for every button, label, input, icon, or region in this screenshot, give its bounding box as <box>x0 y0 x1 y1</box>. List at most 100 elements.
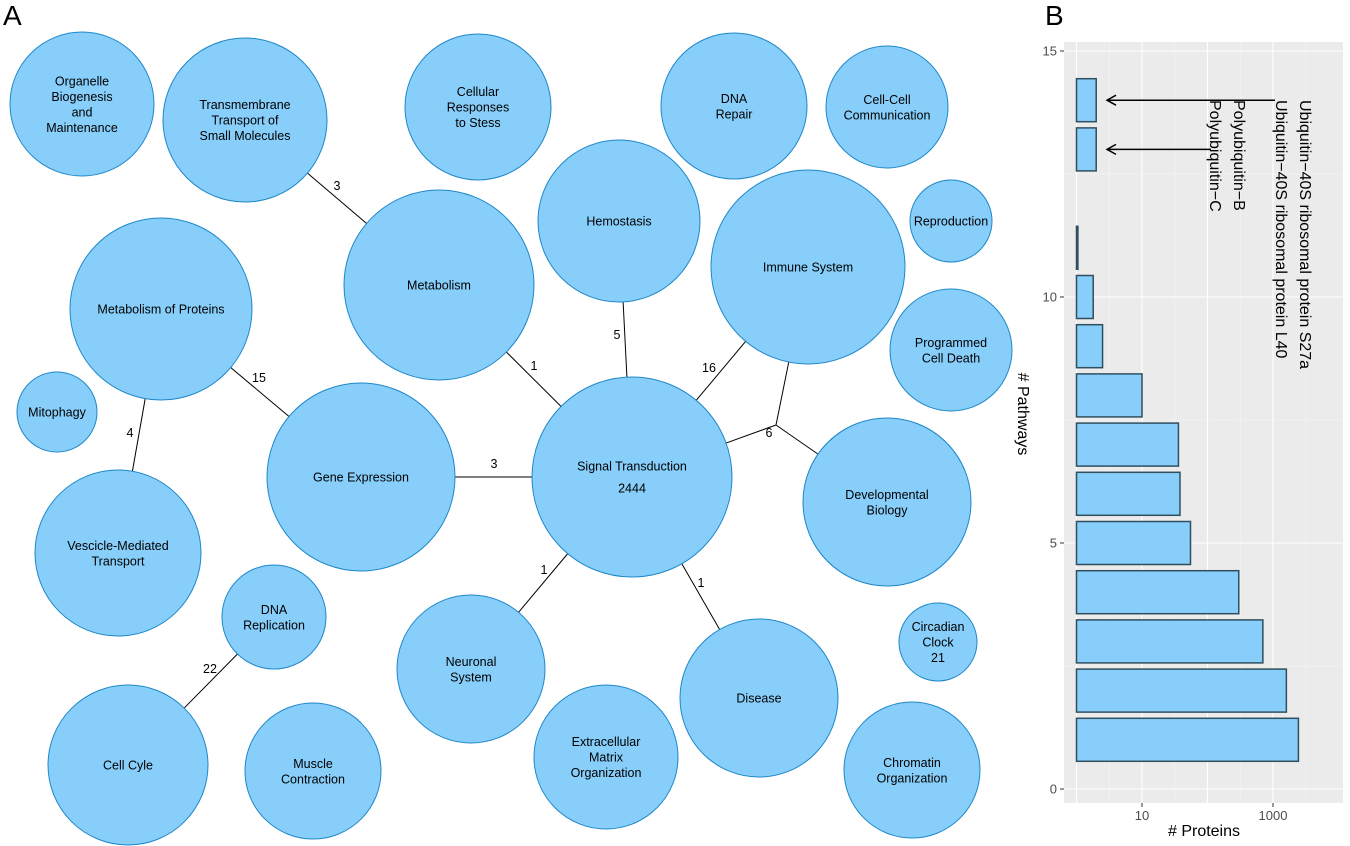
node-label: Immune System <box>763 261 853 275</box>
edge-label: 4 <box>127 426 134 440</box>
edge-label: 6 <box>766 426 773 440</box>
node-circle <box>802 417 972 587</box>
node-label: Biology <box>867 503 909 517</box>
edge-label: 16 <box>702 361 716 375</box>
node-label: Communication <box>844 108 931 122</box>
y-axis-title: # Pathways <box>1014 373 1031 456</box>
node-circle <box>16 371 98 453</box>
node-label: Hemostasis <box>586 215 651 229</box>
bar-annotation: Ubiquitin−40S ribosomal protein L40 <box>1272 100 1289 358</box>
node-label: Organization <box>571 766 642 780</box>
node-circle <box>660 32 808 180</box>
node-circle <box>9 31 155 177</box>
node-label: System <box>450 670 492 684</box>
node-label: Transport of <box>212 114 279 128</box>
network-edge <box>230 367 290 417</box>
node-circle <box>710 169 906 365</box>
node-label: Signal Transduction <box>577 460 687 474</box>
network-edge <box>183 653 238 709</box>
node-label: Clock <box>922 636 954 650</box>
node-label: 2444 <box>618 482 646 496</box>
node-label: to Stess <box>455 116 500 130</box>
node-circle <box>679 618 839 778</box>
node-label: Metabolism of Proteins <box>97 303 224 317</box>
bar <box>1075 323 1104 369</box>
pathway-node-mitophagy[interactable]: Mitophagy <box>16 371 98 453</box>
protein-count-bar-chart: Ubiquitin−40S ribosomal protein S27a Ubiq… <box>1014 42 1343 840</box>
bar <box>1075 373 1143 418</box>
node-label: Maintenance <box>46 121 118 135</box>
pathway-node-gene-expr[interactable]: Gene Expression <box>266 382 456 572</box>
pathway-node-met-proteins[interactable]: Metabolism of Proteins <box>69 217 253 401</box>
pathway-node-metabolism[interactable]: Metabolism <box>343 189 535 381</box>
node-circle <box>404 33 552 181</box>
node-circle <box>396 594 546 744</box>
arrow-head <box>1105 143 1117 156</box>
node-label: Vescicle-Mediated <box>67 539 168 553</box>
node-label: Metabolism <box>407 279 471 293</box>
node-label: 21 <box>931 651 945 665</box>
node-label: Transmembrane <box>199 98 290 112</box>
edge-label: 15 <box>252 371 266 385</box>
node-label: Gene Expression <box>313 471 409 485</box>
edge-label: 1 <box>698 576 705 590</box>
bar <box>1075 422 1180 467</box>
plot-axes: 0 5 10 15 10 1000 <box>1043 44 1288 824</box>
pathway-node-cell-cycle[interactable]: Cell Cyle <box>47 684 209 846</box>
node-label: Extracellular <box>572 735 641 749</box>
network-edge <box>131 398 146 472</box>
node-circle <box>47 684 209 846</box>
pathway-node-immune[interactable]: Immune System <box>710 169 906 365</box>
node-circle <box>889 288 1013 412</box>
y-tick-label: 10 <box>1043 290 1057 305</box>
node-label: DNA <box>261 603 288 617</box>
node-circle <box>531 376 733 578</box>
node-label: Cell Death <box>922 351 980 365</box>
node-circle <box>898 602 978 682</box>
bar <box>1075 471 1181 517</box>
node-label: Cellular <box>457 85 499 99</box>
node-label: Muscle <box>293 757 333 771</box>
node-label: Developmental <box>845 488 928 502</box>
pathway-node-reproduction[interactable]: Reproduction <box>909 179 993 263</box>
node-label: Disease <box>736 692 781 706</box>
bar-annotations: Ubiquitin−40S ribosomal protein S27a Ubiq… <box>1105 94 1313 369</box>
bar <box>1075 127 1097 172</box>
node-label: Neuronal <box>446 655 497 669</box>
node-label: Circadian <box>912 620 965 634</box>
bar <box>1075 274 1094 320</box>
pathway-node-signal[interactable]: Signal Transduction 2444 <box>531 376 733 578</box>
node-circle <box>266 382 456 572</box>
panel-a-letter: A <box>3 0 22 31</box>
edge-label: 3 <box>491 457 498 471</box>
network-edge <box>518 553 569 613</box>
pathway-node-hemostasis[interactable]: Hemostasis <box>537 139 701 303</box>
pathway-node-disease[interactable]: Disease <box>679 618 839 778</box>
edge-label: 22 <box>203 662 217 676</box>
node-circle <box>221 564 327 670</box>
node-label: Organelle <box>55 74 109 88</box>
node-circle <box>533 684 679 830</box>
edge-label: 1 <box>531 359 538 373</box>
node-label: Programmed <box>915 336 987 350</box>
network-edge <box>681 563 721 630</box>
node-circle <box>162 37 328 203</box>
